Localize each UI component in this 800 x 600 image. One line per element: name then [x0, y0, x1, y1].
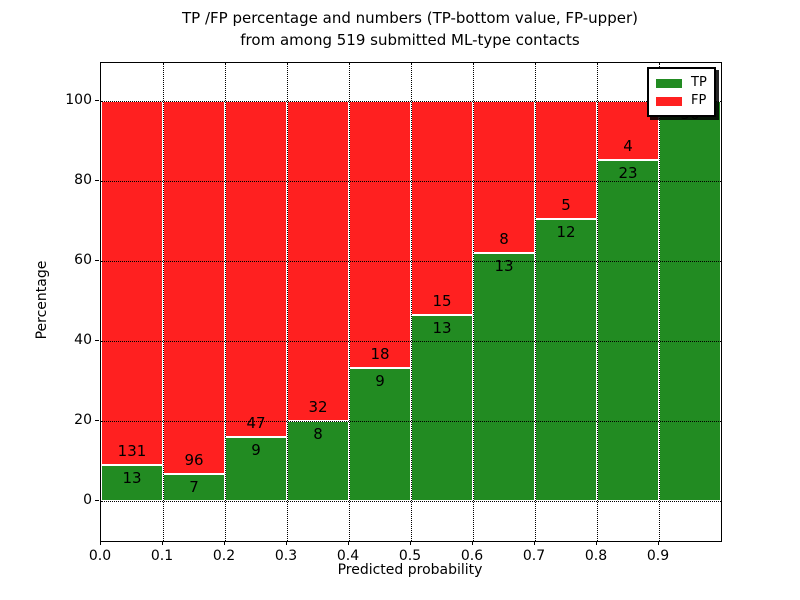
- x-tick-mark: [596, 541, 597, 545]
- x-tick-label: 0.3: [274, 548, 298, 564]
- v-gridline: [410, 63, 412, 541]
- y-tick-mark: [95, 180, 99, 181]
- fp-count-label: 32: [308, 398, 328, 416]
- v-gridline: [348, 63, 350, 541]
- v-gridline: [162, 63, 164, 541]
- bar-segment-tp: [473, 253, 535, 501]
- bar-segment-fp: [535, 101, 597, 219]
- bar-segment-fp: [349, 101, 411, 368]
- bar-segment-tp: [597, 160, 659, 501]
- x-axis-label: Predicted probability: [337, 562, 483, 578]
- tp-count-label: 12: [556, 222, 576, 241]
- y-axis-label: Percentage: [34, 260, 50, 340]
- bar-segment-fp: [411, 101, 473, 316]
- bar-segment-fp: [225, 101, 287, 437]
- fp-swatch-icon: [656, 96, 682, 106]
- fp-count-label: 47: [246, 413, 266, 432]
- x-tick-label: 0.4: [336, 548, 360, 564]
- tp-count-label: 13: [122, 468, 142, 487]
- y-tick-label: 100: [65, 92, 92, 108]
- y-tick-label: 60: [74, 252, 92, 268]
- legend-label-fp: FP: [691, 93, 707, 108]
- tp-count-label: 23: [618, 164, 638, 183]
- bar-segment-tp: [659, 101, 721, 501]
- v-gridline: [472, 63, 474, 541]
- x-tick-label: 0.1: [150, 548, 174, 564]
- tp-count-label: 9: [251, 440, 261, 459]
- y-tick-mark: [95, 500, 99, 501]
- y-tick-label: 40: [74, 332, 92, 348]
- x-tick-mark: [162, 541, 163, 545]
- y-tick-label: 80: [74, 172, 92, 188]
- x-tick-label: 0.2: [212, 548, 236, 564]
- x-tick-label: 0.6: [460, 548, 484, 564]
- fp-count-label: 5: [561, 195, 571, 214]
- fp-count-label: 18: [370, 344, 390, 363]
- bar-segment-fp: [163, 101, 225, 474]
- tp-count-label: 13: [432, 319, 452, 338]
- bar-segment-fp: [473, 101, 535, 254]
- x-tick-mark: [410, 541, 411, 545]
- tp-count-label: 9: [375, 371, 385, 390]
- legend: TP FP: [647, 67, 716, 117]
- fp-count-label: 4: [623, 137, 633, 156]
- plot-area: 13113967479328189151381351242356: [100, 62, 722, 542]
- x-tick-label: 0.9: [646, 548, 670, 564]
- x-tick-mark: [348, 541, 349, 545]
- tp-count-label: 7: [189, 477, 199, 496]
- x-tick-mark: [658, 541, 659, 545]
- tp-swatch-icon: [656, 78, 682, 88]
- bar-segment-tp: [163, 473, 225, 501]
- fp-count-label: 15: [432, 292, 452, 311]
- bar-segment-fp: [101, 101, 163, 465]
- v-gridline: [596, 63, 598, 541]
- fp-count-label: 96: [184, 450, 204, 469]
- x-tick-mark: [100, 541, 101, 545]
- bar-segment-tp: [411, 315, 473, 501]
- y-tick-mark: [95, 340, 99, 341]
- fp-count-label: 8: [499, 230, 509, 249]
- legend-item-tp: TP: [656, 74, 707, 92]
- bar-segment-tp: [349, 367, 411, 501]
- legend-label-tp: TP: [691, 75, 707, 90]
- v-gridline: [658, 63, 660, 541]
- y-tick-mark: [95, 420, 99, 421]
- x-tick-mark: [534, 541, 535, 545]
- fp-count-label: 131: [117, 441, 147, 460]
- tp-count-label: 8: [313, 425, 323, 443]
- chart-title-line1: TP /FP percentage and numbers (TP-bottom…: [182, 9, 638, 27]
- chart-title: TP /FP percentage and numbers (TP-bottom…: [100, 7, 720, 51]
- y-tick-mark: [95, 260, 99, 261]
- x-tick-mark: [472, 541, 473, 545]
- chart-title-line2: from among 519 submitted ML-type contact…: [240, 31, 580, 49]
- x-tick-label: 0.7: [522, 548, 546, 564]
- v-gridline: [534, 63, 536, 541]
- x-tick-mark: [286, 541, 287, 545]
- y-tick-label: 0: [83, 492, 92, 508]
- x-tick-label: 0.8: [584, 548, 608, 564]
- y-tick-label: 20: [74, 412, 92, 428]
- v-gridline: [224, 63, 226, 541]
- x-tick-label: 0.0: [88, 548, 112, 564]
- x-tick-label: 0.5: [398, 548, 422, 564]
- x-tick-mark: [224, 541, 225, 545]
- tp-count-label: 13: [494, 257, 514, 276]
- legend-item-fp: FP: [656, 92, 707, 110]
- bar-segment-tp: [535, 218, 597, 501]
- v-gridline: [286, 63, 288, 541]
- y-tick-mark: [95, 100, 99, 101]
